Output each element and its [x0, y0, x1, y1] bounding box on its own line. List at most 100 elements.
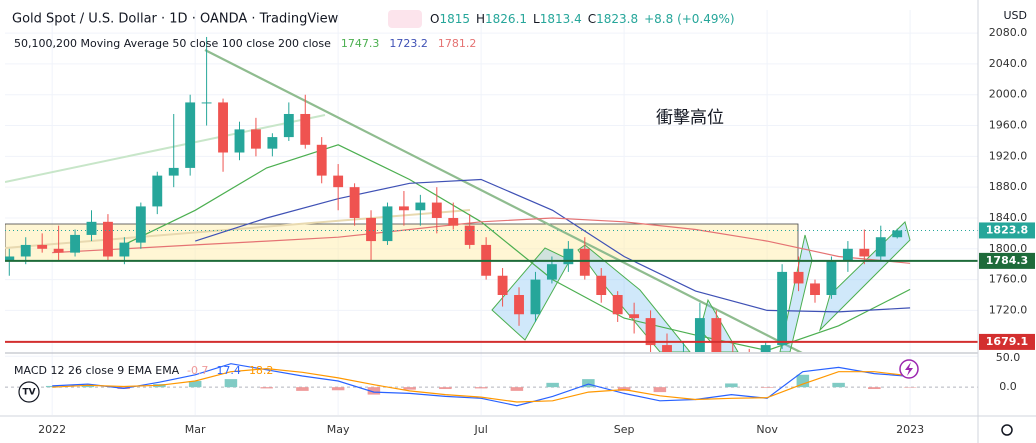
- quote-key: L: [533, 12, 540, 26]
- macd-histogram-bar: [296, 387, 309, 391]
- compare-button[interactable]: [388, 10, 422, 28]
- quote-key: O: [430, 12, 439, 26]
- macd-histogram-bar: [796, 374, 810, 388]
- candle-body: [152, 175, 163, 207]
- y-tick-label: 50.0: [996, 351, 1021, 364]
- y-tick-label: 1920.0: [989, 149, 1028, 162]
- macd-histogram-bar: [224, 379, 238, 388]
- ma-legend: 50,100,200 Moving Average 50 close 100 c…: [14, 37, 476, 50]
- trend-line: [5, 209, 471, 249]
- trend-line: [5, 114, 326, 183]
- candle-body: [283, 113, 294, 138]
- price-pane: [5, 36, 978, 352]
- candle-body: [119, 242, 130, 257]
- macd-signal-value: 18.2: [249, 364, 274, 377]
- candle-body: [5, 256, 15, 261]
- candle-body: [514, 295, 524, 315]
- last-price-tag: [979, 222, 1035, 239]
- macd-histogram-bar: [403, 387, 416, 390]
- macd-histogram-bar: [439, 387, 452, 390]
- macd-histogram-bar: [510, 387, 524, 391]
- macd-histogram-bar: [653, 387, 667, 393]
- candle-body: [185, 102, 196, 168]
- candle-body: [20, 244, 31, 257]
- candle-body: [810, 283, 820, 295]
- price-tag: [979, 252, 1035, 269]
- candle-body: [546, 264, 557, 280]
- quote-value: 1815: [439, 12, 470, 26]
- candle-body: [168, 167, 179, 176]
- macd-hist-value: -0.7: [187, 364, 208, 377]
- quote-value: 1823.8: [596, 12, 638, 26]
- macd-histogram-bar: [188, 380, 202, 388]
- candle-body: [448, 217, 459, 226]
- chart-title: Gold Spot / U.S. Dollar · 1D · OANDA · T…: [12, 12, 339, 27]
- x-tick-label: 2023: [896, 423, 924, 436]
- candle-body: [234, 129, 245, 153]
- macd-legend: MACD 12 26 close 9 EMA EMA -0.7 17.4 18.2: [14, 364, 273, 377]
- x-tick-label: Jul: [473, 423, 487, 436]
- candle-body: [103, 221, 113, 257]
- currency-label: USD: [1003, 9, 1027, 22]
- candle-body: [777, 271, 788, 346]
- axes: 2022 Mar May Jul Sep Nov 2023 1720.0 1760.0 1800.…: [38, 26, 1035, 436]
- candle-body: [760, 345, 771, 352]
- macd-histogram-bar: [582, 379, 595, 388]
- candle-body: [793, 271, 804, 284]
- macd-histogram-bar: [832, 382, 845, 388]
- y-tick-label: 1960.0: [989, 119, 1028, 132]
- last-price-label: 1823.8: [986, 223, 1028, 236]
- candle-body: [842, 248, 853, 261]
- candle-body: [826, 260, 837, 295]
- candle-body: [382, 206, 393, 242]
- candle-body: [37, 244, 48, 249]
- y-tick-label: 1760.0: [989, 273, 1028, 286]
- candle-body: [398, 206, 409, 211]
- macd-histogram-bar: [868, 387, 881, 390]
- candle-body: [645, 318, 656, 346]
- settings-icon[interactable]: [1001, 424, 1013, 436]
- channel: [818, 221, 911, 332]
- macd-histogram-bar: [546, 382, 559, 388]
- macd-histogram-bar: [331, 387, 345, 391]
- macd-histogram-bar: [367, 387, 381, 395]
- candle-body: [859, 248, 870, 257]
- price-tag-label: 1679.1: [986, 335, 1028, 348]
- candle-body: [415, 202, 426, 211]
- candle-body: [218, 102, 228, 153]
- macd-histogram-bar: [81, 385, 95, 388]
- candle-body: [579, 248, 590, 276]
- candle-body: [53, 248, 64, 253]
- candle-body: [431, 202, 442, 218]
- y-tick-label: 1840.0: [989, 211, 1028, 224]
- candle-body: [596, 275, 607, 295]
- grid: [5, 10, 978, 415]
- x-tick-label: 2022: [38, 423, 66, 436]
- ma-value: 1747.3: [341, 37, 380, 50]
- y-tick-label: 1720.0: [989, 303, 1028, 316]
- candle-body: [201, 102, 212, 104]
- candle-body: [70, 234, 80, 253]
- y-tick-label: 0.0: [999, 380, 1017, 393]
- moving-average: [52, 217, 911, 264]
- macd-histogram-bar: [725, 383, 738, 388]
- x-tick-label: Mar: [185, 423, 206, 436]
- quote: O1815 H1826.1 L1813.4 C1823.8 +8.8 (+0.49%): [430, 12, 735, 26]
- candle-body: [135, 206, 146, 243]
- y-tick-label: 1880.0: [989, 180, 1028, 193]
- quote-value: 1813.4: [540, 12, 582, 26]
- price-tag: [979, 333, 1035, 350]
- logo: [18, 381, 40, 403]
- y-tick-label: 2000.0: [989, 88, 1028, 101]
- ma-value: 1781.2: [438, 37, 477, 50]
- candle-body: [662, 345, 672, 352]
- candle-body: [267, 137, 278, 149]
- candle-body: [629, 314, 640, 319]
- ma-label: 50,100,200 Moving Average 50 close 100 c…: [14, 37, 331, 50]
- moving-average: [123, 144, 911, 352]
- macd-value: 17.4: [216, 364, 241, 377]
- candle-body: [300, 113, 311, 145]
- candle-body: [497, 275, 508, 295]
- moving-average: [195, 178, 911, 313]
